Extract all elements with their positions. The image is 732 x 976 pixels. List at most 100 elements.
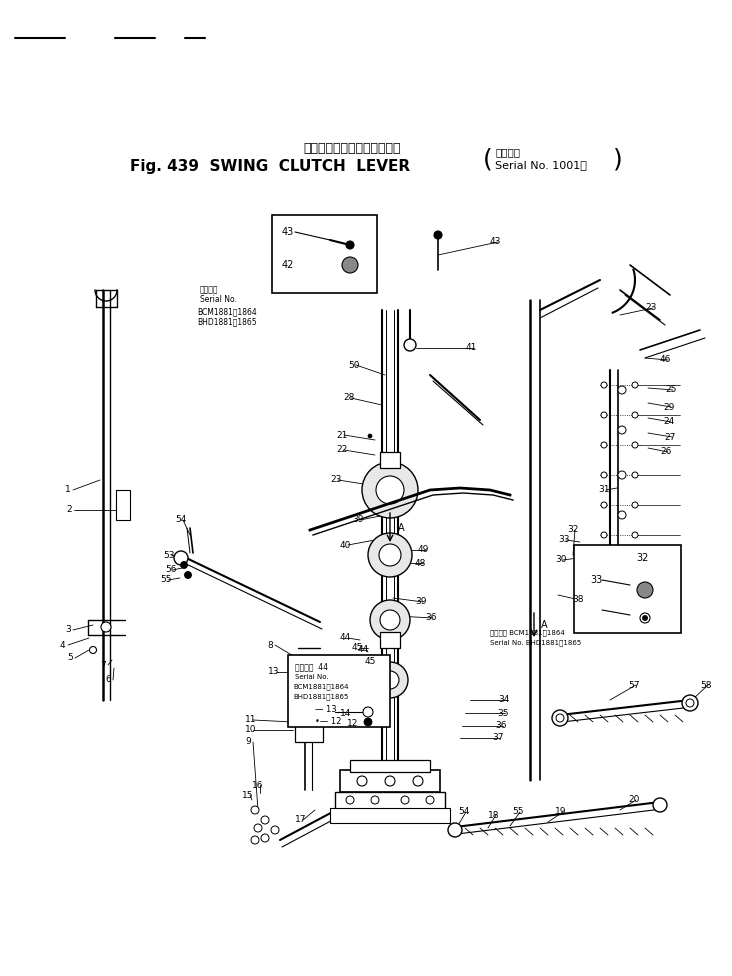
- Text: 36: 36: [425, 614, 436, 623]
- Text: Fig. 439  SWING  CLUTCH  LEVER: Fig. 439 SWING CLUTCH LEVER: [130, 159, 410, 175]
- Text: 57: 57: [628, 680, 640, 689]
- Circle shape: [385, 776, 395, 786]
- Text: BHD1881～1865: BHD1881～1865: [293, 694, 348, 701]
- Text: 適用号機 BCM1881～1864: 適用号機 BCM1881～1864: [490, 630, 565, 636]
- Circle shape: [346, 796, 354, 804]
- Circle shape: [632, 412, 638, 418]
- Text: 31: 31: [598, 485, 610, 495]
- Text: 26: 26: [660, 448, 671, 457]
- Text: 45: 45: [352, 643, 363, 653]
- Text: 41: 41: [466, 344, 477, 352]
- Circle shape: [448, 823, 462, 837]
- Circle shape: [89, 646, 97, 654]
- Text: 23: 23: [645, 304, 657, 312]
- Circle shape: [381, 671, 399, 689]
- Text: 適用号機: 適用号機: [200, 286, 218, 295]
- Text: 39: 39: [415, 597, 427, 606]
- Circle shape: [261, 834, 269, 842]
- Circle shape: [254, 824, 262, 832]
- Text: 43: 43: [282, 227, 294, 237]
- Text: 12: 12: [347, 719, 359, 728]
- Circle shape: [346, 241, 354, 249]
- Text: 45: 45: [365, 658, 376, 667]
- Bar: [288, 655, 390, 727]
- Circle shape: [601, 502, 607, 508]
- Text: 56: 56: [165, 565, 176, 575]
- Circle shape: [632, 562, 638, 568]
- Circle shape: [632, 442, 638, 448]
- Circle shape: [305, 697, 311, 703]
- Text: Serial No. 1001～: Serial No. 1001～: [495, 160, 587, 170]
- Text: 49: 49: [418, 546, 430, 554]
- Text: 10: 10: [245, 725, 256, 735]
- Circle shape: [342, 257, 358, 273]
- Circle shape: [404, 339, 416, 351]
- Circle shape: [682, 695, 698, 711]
- Text: 20: 20: [628, 795, 639, 804]
- Circle shape: [370, 600, 410, 640]
- Circle shape: [251, 836, 259, 844]
- Text: •— 12: •— 12: [315, 717, 341, 726]
- Text: 3: 3: [65, 626, 71, 634]
- Text: 54: 54: [175, 515, 187, 524]
- Text: 40: 40: [340, 541, 351, 549]
- Circle shape: [181, 561, 187, 568]
- Circle shape: [101, 622, 111, 632]
- Bar: [330, 808, 450, 823]
- Text: 16: 16: [252, 781, 264, 790]
- Text: BCM1881～1864: BCM1881～1864: [197, 307, 257, 316]
- Text: 36: 36: [495, 721, 507, 730]
- Text: 13: 13: [268, 668, 280, 676]
- Text: 30: 30: [555, 555, 567, 564]
- Text: 17: 17: [295, 816, 307, 825]
- Text: 42: 42: [282, 260, 294, 270]
- Circle shape: [434, 231, 442, 239]
- Circle shape: [552, 710, 568, 726]
- Circle shape: [371, 796, 379, 804]
- Text: 8: 8: [267, 640, 273, 649]
- Text: 32: 32: [636, 553, 649, 563]
- Text: 11: 11: [245, 715, 256, 724]
- Circle shape: [362, 462, 418, 518]
- Circle shape: [376, 476, 404, 504]
- Circle shape: [618, 511, 626, 519]
- Text: 44: 44: [358, 645, 369, 655]
- Circle shape: [618, 426, 626, 434]
- Circle shape: [618, 386, 626, 394]
- Text: 33: 33: [590, 575, 602, 585]
- Circle shape: [686, 699, 694, 707]
- Text: 50: 50: [348, 360, 359, 370]
- Circle shape: [363, 707, 373, 717]
- Circle shape: [251, 806, 259, 814]
- Text: 39: 39: [352, 515, 364, 524]
- Circle shape: [601, 472, 607, 478]
- Text: 28: 28: [343, 393, 354, 402]
- Text: 44: 44: [340, 633, 351, 642]
- Circle shape: [632, 502, 638, 508]
- Text: 適用号機: 適用号機: [495, 147, 520, 157]
- Text: 24: 24: [663, 418, 674, 427]
- Circle shape: [184, 572, 192, 579]
- Text: 21: 21: [336, 430, 348, 439]
- Bar: [350, 760, 430, 772]
- Circle shape: [426, 796, 434, 804]
- Text: 6: 6: [105, 675, 111, 684]
- Circle shape: [601, 412, 607, 418]
- Circle shape: [379, 544, 401, 566]
- Text: 29: 29: [663, 402, 674, 412]
- Circle shape: [640, 613, 650, 623]
- Circle shape: [601, 442, 607, 448]
- Text: 27: 27: [664, 432, 676, 441]
- Circle shape: [632, 532, 638, 538]
- Text: BCM1881～1864: BCM1881～1864: [293, 684, 348, 690]
- Text: 22: 22: [336, 445, 347, 455]
- Circle shape: [653, 798, 667, 812]
- Text: Serial No.: Serial No.: [200, 296, 237, 305]
- Circle shape: [618, 471, 626, 479]
- Circle shape: [305, 667, 311, 673]
- Bar: [380, 452, 400, 468]
- Text: 34: 34: [498, 696, 509, 705]
- Circle shape: [556, 714, 564, 722]
- Bar: [340, 770, 440, 792]
- Text: 55: 55: [160, 576, 171, 585]
